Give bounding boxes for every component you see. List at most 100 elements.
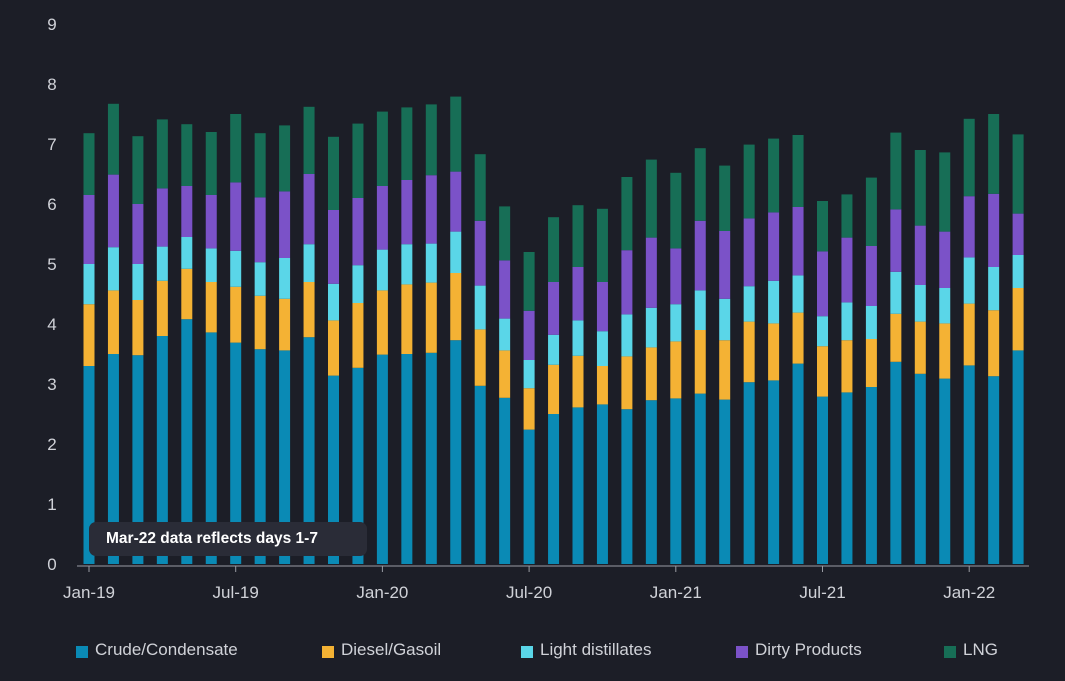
bar-segment-crude-condensate-Apr-20	[450, 340, 462, 564]
bar-segment-crude-condensate-Mar-22	[1012, 350, 1024, 564]
bar-segment-light-distillates-Jul-21	[817, 316, 828, 347]
bar-segment-dirty-products-Jul-19	[230, 182, 242, 251]
bar-segment-diesel-gasoil-Mar-21	[719, 340, 731, 400]
bar-segment-lng-Dec-21	[939, 152, 951, 232]
bar-segment-dirty-products-Sep-19	[279, 191, 291, 258]
bar-segment-diesel-gasoil-Feb-20	[401, 284, 413, 354]
bar-segment-dirty-products-Dec-21	[939, 231, 951, 288]
y-tick-label-8: 8	[47, 75, 56, 94]
bar-segment-diesel-gasoil-Sep-19	[279, 298, 291, 351]
bar-segment-light-distillates-Mar-20	[425, 243, 437, 283]
bar-segment-light-distillates-Aug-20	[548, 334, 560, 365]
bar-segment-lng-Nov-21	[914, 150, 926, 226]
bar-segment-dirty-products-May-21	[768, 212, 780, 281]
legend-label-crude: Crude/Condensate	[95, 640, 238, 659]
bar-segment-crude-condensate-Nov-19	[328, 375, 339, 564]
bar-segment-dirty-products-Sep-21	[865, 246, 877, 306]
bar-segment-crude-condensate-Feb-21	[694, 393, 706, 564]
bar-segment-lng-May-20	[474, 154, 486, 221]
x-tick-label-Jul-21: Jul-21	[799, 583, 845, 602]
data-note-annotation: Mar-22 data reflects days 1-7	[89, 522, 367, 556]
bar-segment-lng-Jul-21	[817, 201, 828, 252]
bar-segment-lng-May-21	[768, 138, 780, 213]
bar-segment-lng-Aug-19	[254, 133, 266, 198]
bar-segment-dirty-products-Dec-20	[645, 237, 657, 308]
bar-segment-light-distillates-Jun-21	[792, 275, 804, 313]
bar-segment-diesel-gasoil-Dec-21	[939, 323, 951, 379]
bar-segment-crude-condensate-Jan-20	[376, 354, 388, 564]
bar-segment-light-distillates-Jul-20	[523, 360, 535, 389]
bar-segment-crude-condensate-Feb-22	[988, 376, 1000, 564]
bar-segment-diesel-gasoil-Dec-19	[352, 303, 364, 368]
x-tick-label-Jan-20: Jan-20	[356, 583, 408, 602]
y-tick-label-3: 3	[47, 375, 56, 394]
bar-segment-lng-Dec-20	[645, 159, 657, 238]
bar-segment-crude-condensate-Aug-19	[254, 349, 266, 564]
bar-segment-diesel-gasoil-Mar-20	[425, 282, 437, 353]
bar-segment-diesel-gasoil-Apr-21	[743, 321, 755, 383]
legend-item-crude: Crude/Condensate	[76, 640, 238, 660]
bar-segment-diesel-gasoil-Nov-19	[328, 320, 339, 376]
bar-segment-light-distillates-Jun-20	[499, 318, 511, 351]
bar-segment-light-distillates-Feb-21	[694, 290, 706, 330]
bar-segment-lng-Apr-20	[450, 96, 462, 172]
bar-segment-dirty-products-Jul-21	[817, 251, 828, 317]
bar-segment-dirty-products-Jun-21	[792, 207, 804, 276]
bar-segment-diesel-gasoil-Jun-21	[792, 312, 804, 364]
bar-segment-dirty-products-Mar-21	[719, 231, 731, 299]
y-tick-label-7: 7	[47, 135, 56, 154]
legend-item-diesel: Diesel/Gasoil	[322, 640, 441, 660]
y-tick-label-0: 0	[47, 555, 56, 574]
bar-segment-lng-Mar-21	[719, 165, 731, 231]
bar-segment-dirty-products-Feb-19	[107, 174, 119, 248]
bar-segment-lng-Aug-20	[548, 217, 560, 282]
bar-segment-light-distillates-Nov-19	[328, 283, 339, 321]
bar-segment-dirty-products-Jun-19	[205, 195, 217, 249]
bar-segment-lng-Dec-19	[352, 123, 364, 198]
bar-segment-light-distillates-Aug-19	[254, 262, 266, 296]
bar-segment-light-distillates-Sep-20	[572, 320, 584, 356]
bar-segment-crude-condensate-May-21	[768, 380, 780, 564]
bar-segment-crude-condensate-Feb-20	[401, 354, 413, 564]
bar-segment-light-distillates-Mar-22	[1012, 255, 1024, 288]
bar-segment-diesel-gasoil-Jun-19	[205, 282, 217, 333]
bar-segment-lng-Jun-21	[792, 135, 804, 207]
bar-segment-dirty-products-Feb-22	[988, 193, 1000, 267]
data-note-text: Mar-22 data reflects days 1-7	[106, 530, 318, 547]
bar-segment-dirty-products-Aug-21	[841, 237, 853, 303]
bar-segment-dirty-products-Apr-19	[156, 188, 168, 247]
bar-segment-crude-condensate-Jan-19	[83, 366, 95, 564]
y-axis: 0 1 2 3 4 5 6 7 8 9	[47, 15, 56, 574]
bar-segment-dirty-products-Jan-22	[963, 196, 975, 258]
bar-segment-light-distillates-Feb-20	[401, 244, 413, 285]
bar-segment-light-distillates-Oct-21	[890, 271, 902, 314]
bar-segment-light-distillates-May-19	[181, 237, 193, 269]
bar-segment-crude-condensate-Nov-21	[914, 373, 926, 564]
bar-segment-lng-Jan-20	[376, 111, 388, 186]
bar-segment-diesel-gasoil-Aug-19	[254, 295, 266, 350]
bar-segment-diesel-gasoil-Oct-21	[890, 313, 902, 362]
bar-segment-light-distillates-Jan-22	[963, 257, 975, 304]
bar-segment-light-distillates-Nov-20	[621, 314, 633, 357]
bar-segment-crude-condensate-Nov-20	[621, 409, 633, 564]
bar-segment-light-distillates-Jan-21	[670, 304, 682, 342]
bar-segment-lng-Feb-22	[988, 114, 1000, 194]
bar-segment-dirty-products-Nov-19	[328, 210, 339, 284]
bar-segment-lng-Aug-21	[841, 194, 853, 238]
bar-segment-dirty-products-Jun-20	[499, 260, 511, 319]
bar-segment-light-distillates-May-21	[768, 280, 780, 324]
bar-segment-lng-Feb-19	[107, 103, 119, 175]
bar-segment-diesel-gasoil-Sep-20	[572, 355, 584, 408]
bar-segment-crude-condensate-Sep-20	[572, 407, 584, 564]
bar-segment-diesel-gasoil-Jul-21	[817, 346, 828, 397]
bar-segment-crude-condensate-Jul-20	[523, 429, 535, 564]
bar-segment-crude-condensate-Jun-20	[499, 397, 511, 564]
bar-segment-diesel-gasoil-May-20	[474, 329, 486, 386]
x-tick-label-Jan-21: Jan-21	[650, 583, 702, 602]
legend-label-dirty-products: Dirty Products	[755, 640, 862, 659]
y-tick-label-2: 2	[47, 435, 56, 454]
bar-segment-crude-condensate-Jul-21	[817, 396, 828, 564]
bar-segment-lng-Mar-20	[425, 104, 437, 176]
bar-segment-light-distillates-Jul-19	[230, 250, 242, 287]
